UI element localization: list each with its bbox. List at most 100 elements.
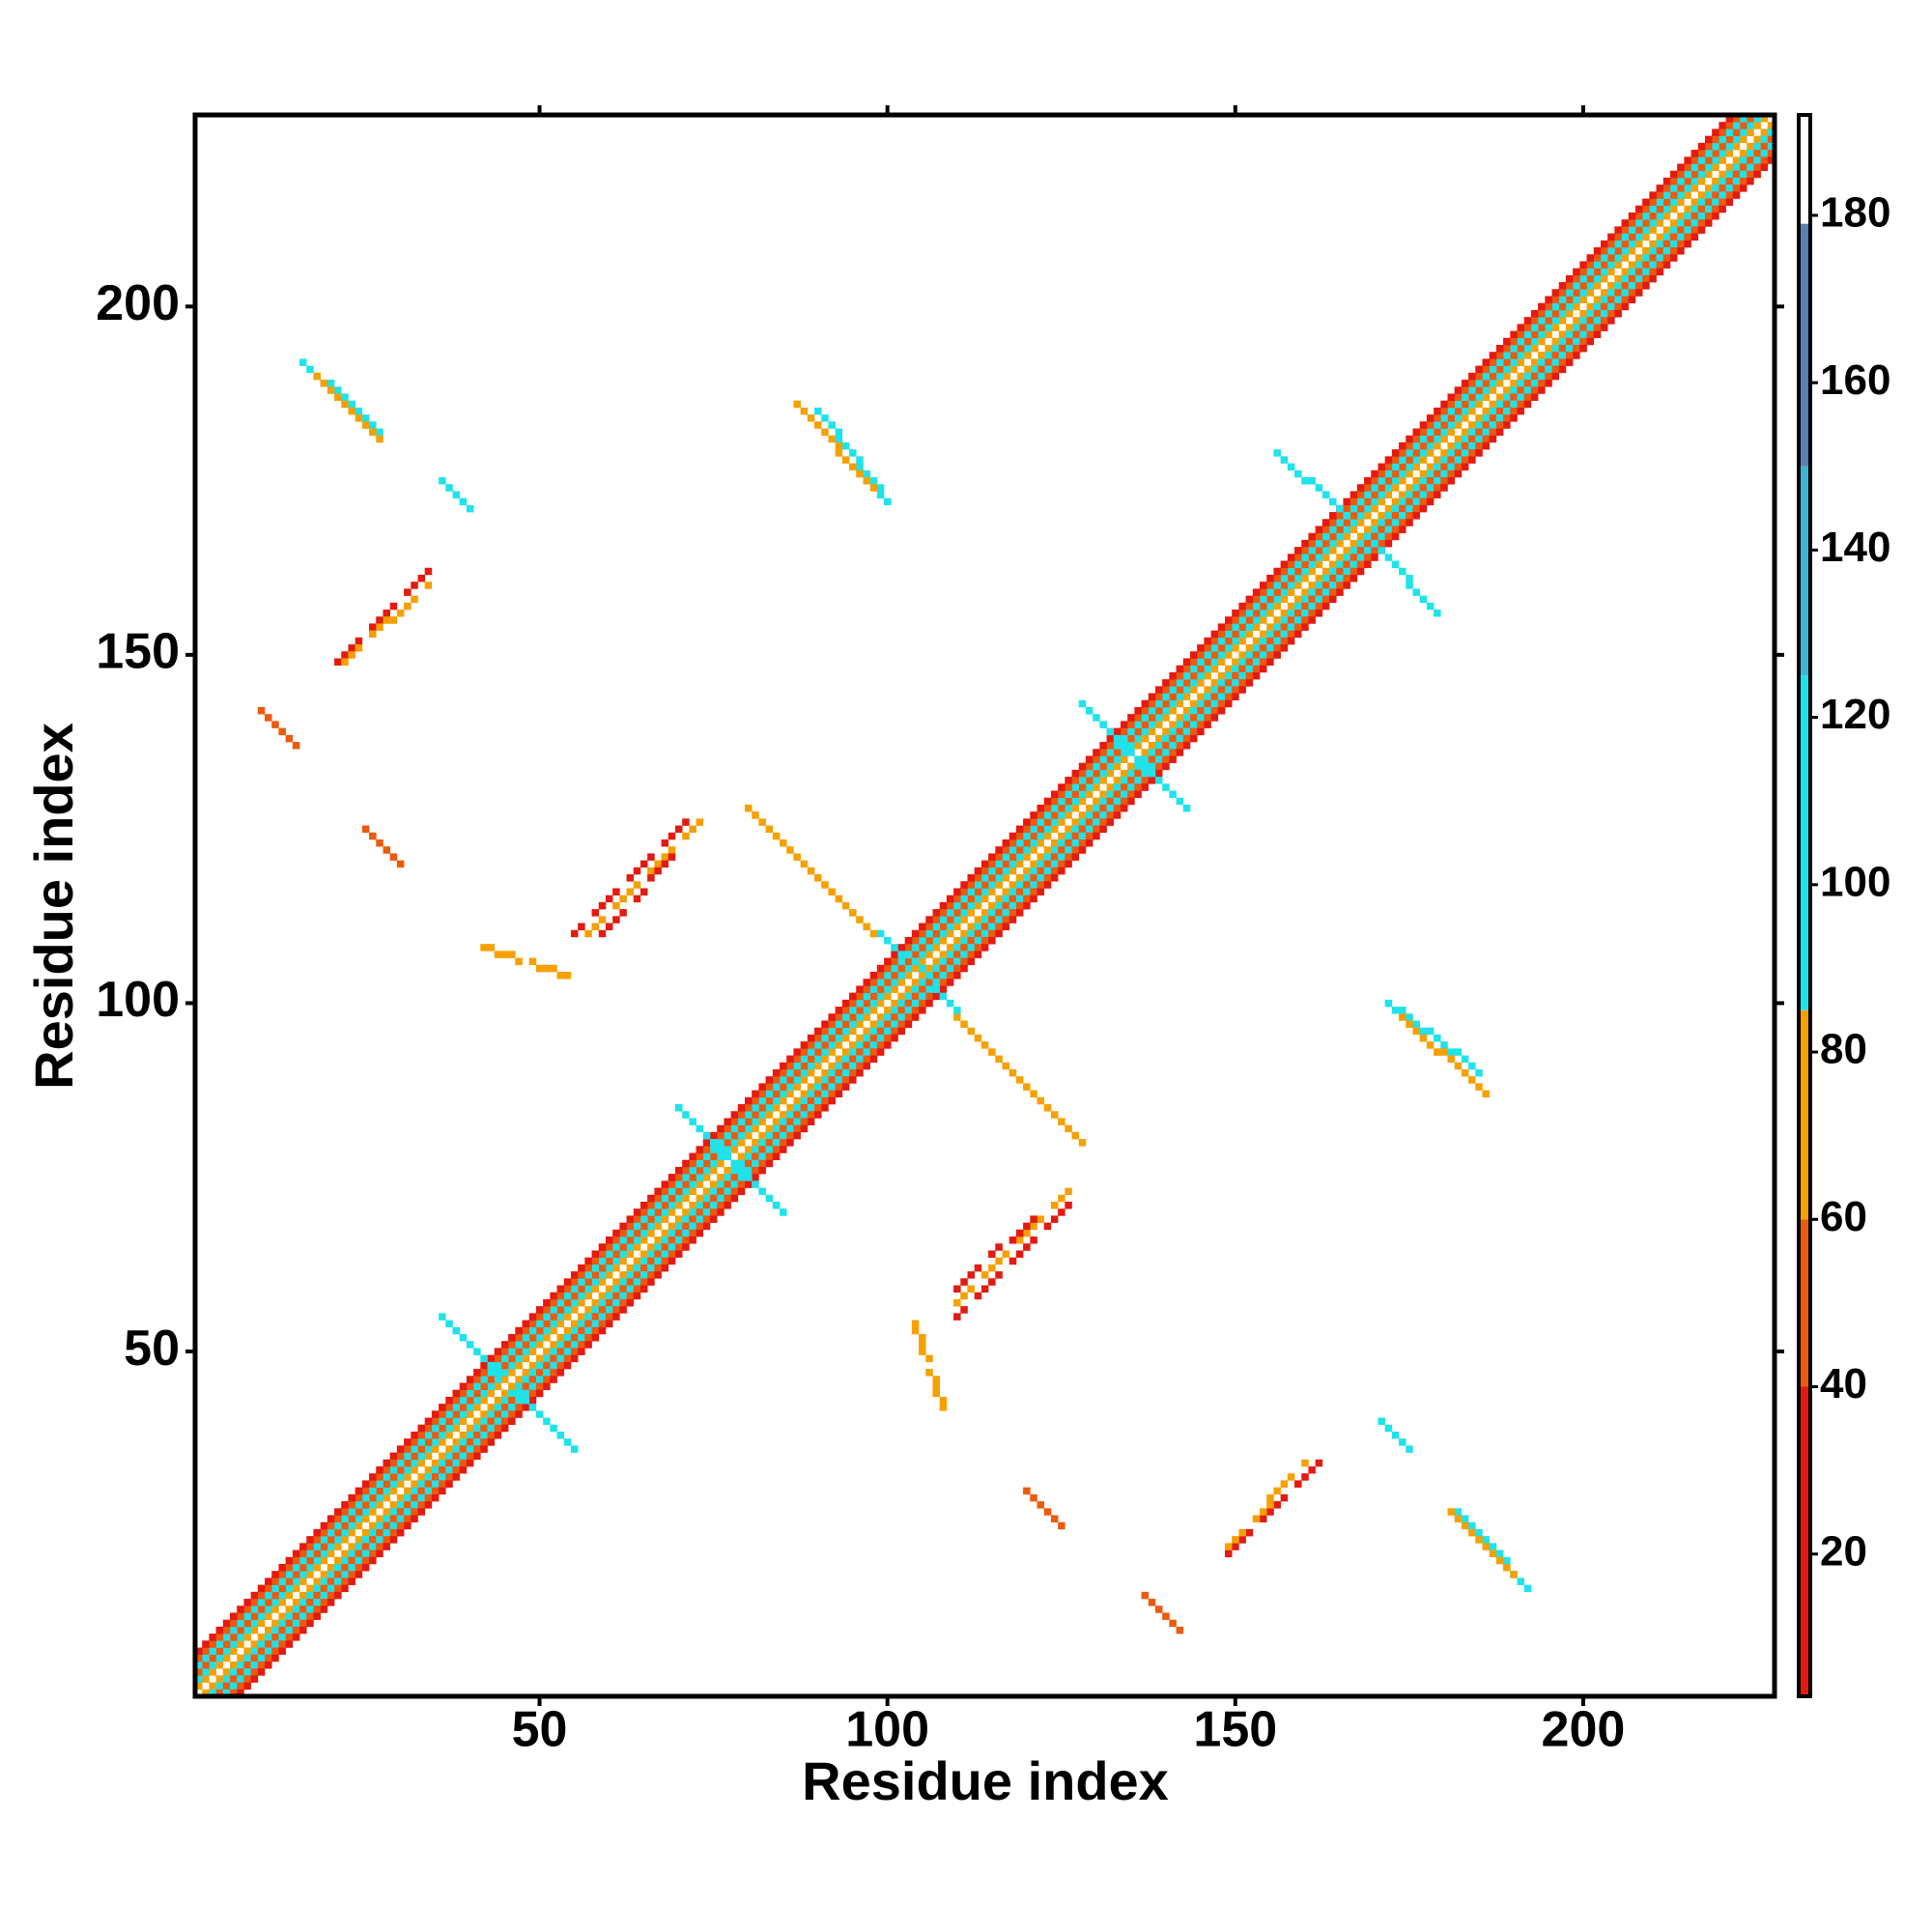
contact-cell (1162, 734, 1170, 743)
contact-cell (974, 923, 982, 931)
contact-cell (487, 1410, 496, 1418)
contact-cell (1224, 630, 1233, 639)
contact-cell (1649, 219, 1657, 227)
contact-cell (814, 421, 822, 429)
contact-cell (793, 1118, 801, 1125)
contact-cell (334, 1571, 342, 1578)
contact-cell (1399, 519, 1406, 526)
contact-cell (1078, 783, 1087, 791)
contact-cell (1614, 282, 1622, 290)
contact-cell (1545, 352, 1552, 359)
contact-cell (1760, 150, 1769, 157)
contact-cell (841, 1055, 850, 1064)
contact-cell (1538, 330, 1546, 339)
contact-cell (863, 992, 870, 1001)
contact-cell (639, 1271, 648, 1279)
contact-cell (265, 1661, 272, 1669)
contact-cell (452, 1417, 461, 1426)
contact-cell (863, 1007, 870, 1014)
contact-cell (1301, 567, 1309, 576)
contact-cell (341, 1508, 349, 1516)
contact-cell (361, 1487, 370, 1495)
contact-cell (292, 1626, 300, 1634)
contact-cell (1419, 449, 1428, 457)
contact-cell (633, 867, 641, 875)
contact-cell (1447, 428, 1455, 437)
contact-cell (967, 901, 975, 910)
contact-cell (849, 1041, 857, 1049)
contact-cell (835, 435, 843, 443)
contact-cell (431, 1493, 440, 1502)
contact-cell (925, 972, 933, 980)
contact-cell (849, 1007, 857, 1014)
contact-cell (1217, 630, 1226, 639)
contact-cell (1434, 463, 1441, 471)
contact-cell (876, 999, 885, 1008)
contact-cell (821, 1068, 829, 1077)
contact-cell (717, 1201, 724, 1209)
contact-cell (445, 1459, 453, 1467)
contact-cell (1030, 811, 1037, 819)
contact-cell (932, 944, 940, 952)
contact-cell (1378, 539, 1385, 548)
contact-cell (1656, 191, 1664, 199)
contact-cell (780, 1076, 787, 1084)
contact-cell (1628, 233, 1636, 242)
contact-cell (1106, 783, 1115, 791)
contact-cell (306, 1599, 314, 1606)
contact-cell (1565, 337, 1574, 346)
contact-cell (1384, 554, 1393, 561)
contact-cell (626, 1292, 635, 1300)
contact-cell (563, 972, 572, 980)
contact-cell (1176, 686, 1184, 694)
contact-cell (1704, 185, 1713, 192)
contact-cell (1753, 115, 1761, 123)
contact-cell (1482, 428, 1490, 437)
contact-cell (1189, 658, 1198, 667)
contact-cell (626, 1264, 635, 1272)
contact-cell (626, 1222, 635, 1231)
contact-cell (807, 1041, 815, 1049)
contact-cell (841, 1083, 850, 1091)
contact-cell (745, 1104, 753, 1112)
contact-cell (1690, 177, 1699, 185)
contact-cell (1294, 560, 1302, 569)
contact-cell (1252, 595, 1261, 604)
contact-cell (1489, 407, 1497, 415)
contact-cell (1321, 554, 1330, 561)
contact-cell (1419, 504, 1428, 513)
contact-cell (570, 1285, 579, 1293)
contact-cell (619, 1292, 627, 1300)
contact-cell (1287, 554, 1295, 561)
contact-cell (299, 1556, 307, 1565)
contact-cell (946, 923, 954, 931)
contact-cell (578, 1341, 585, 1349)
contact-cell (396, 1501, 405, 1509)
contact-cell (1002, 867, 1010, 875)
contact-cell (292, 1549, 300, 1558)
contact-cell (724, 1118, 731, 1125)
contact-cell (772, 1201, 781, 1209)
contact-cell (466, 1410, 474, 1418)
contact-cell (1280, 574, 1289, 582)
contact-cell (1023, 846, 1031, 854)
contact-cell (556, 1292, 565, 1300)
contact-cell (215, 1689, 224, 1697)
contact-cell (967, 957, 975, 966)
contact-cell (1238, 1536, 1246, 1544)
contact-cell (396, 1521, 405, 1530)
contact-cell (500, 1369, 509, 1377)
contact-cell (417, 1487, 425, 1495)
contact-cell (1447, 407, 1455, 415)
contact-cell (369, 630, 377, 639)
contact-cell (1106, 818, 1115, 826)
contact-cell (396, 1473, 405, 1481)
contact-cell (1607, 254, 1615, 262)
contact-cell (1260, 610, 1267, 617)
contact-cell (1189, 651, 1198, 659)
contact-cell (591, 909, 600, 917)
contact-cell (925, 936, 933, 945)
contact-cell (1252, 1515, 1261, 1523)
contact-cell (1551, 344, 1560, 353)
contact-cell (869, 1041, 878, 1049)
